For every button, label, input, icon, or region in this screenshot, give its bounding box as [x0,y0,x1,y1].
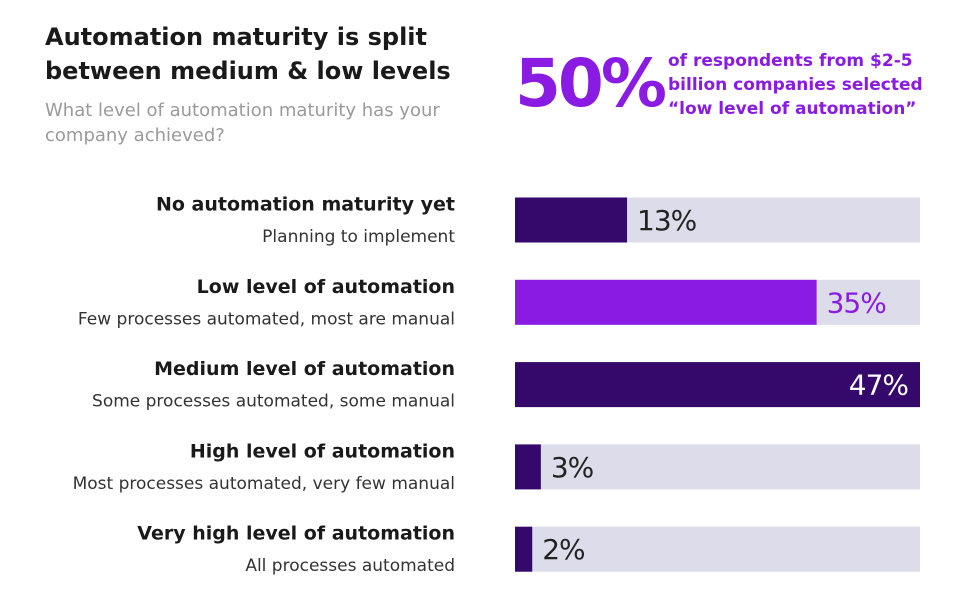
bar [515,362,920,408]
bar-track [515,444,920,490]
bar [515,279,817,325]
value-label: 3% [551,451,594,484]
subtitle-line: company achieved? [45,125,225,146]
bar-track [515,526,920,572]
title-line: Automation maturity is split [45,23,427,51]
bar [515,197,628,243]
callout-line: billion companies selected [668,75,923,95]
value-label: 2% [542,533,585,566]
category-label: No automation maturity yet [156,194,455,216]
value-label: 13% [637,204,697,237]
value-label: 47% [849,369,909,402]
callout-line: “low level of automation” [668,99,916,119]
category-description: Some processes automated, some manual [92,392,455,412]
category-description: Most processes automated, very few manua… [73,474,455,494]
value-label: 35% [827,286,887,319]
category-label: Very high level of automation [137,523,455,545]
subtitle-line: What level of automation maturity has yo… [45,100,440,121]
callout-line: of respondents from $2-5 [668,51,913,71]
category-description: Few processes automated, most are manual [78,309,455,329]
title-line: between medium & low levels [45,57,451,85]
bar [515,526,533,572]
category-description: Planning to implement [262,227,455,247]
category-label: Low level of automation [197,276,455,298]
category-label: Medium level of automation [154,358,455,380]
bar [515,444,541,490]
category-description: All processes automated [245,556,455,576]
callout-number: 50% [515,45,666,122]
category-label: High level of automation [190,440,455,462]
